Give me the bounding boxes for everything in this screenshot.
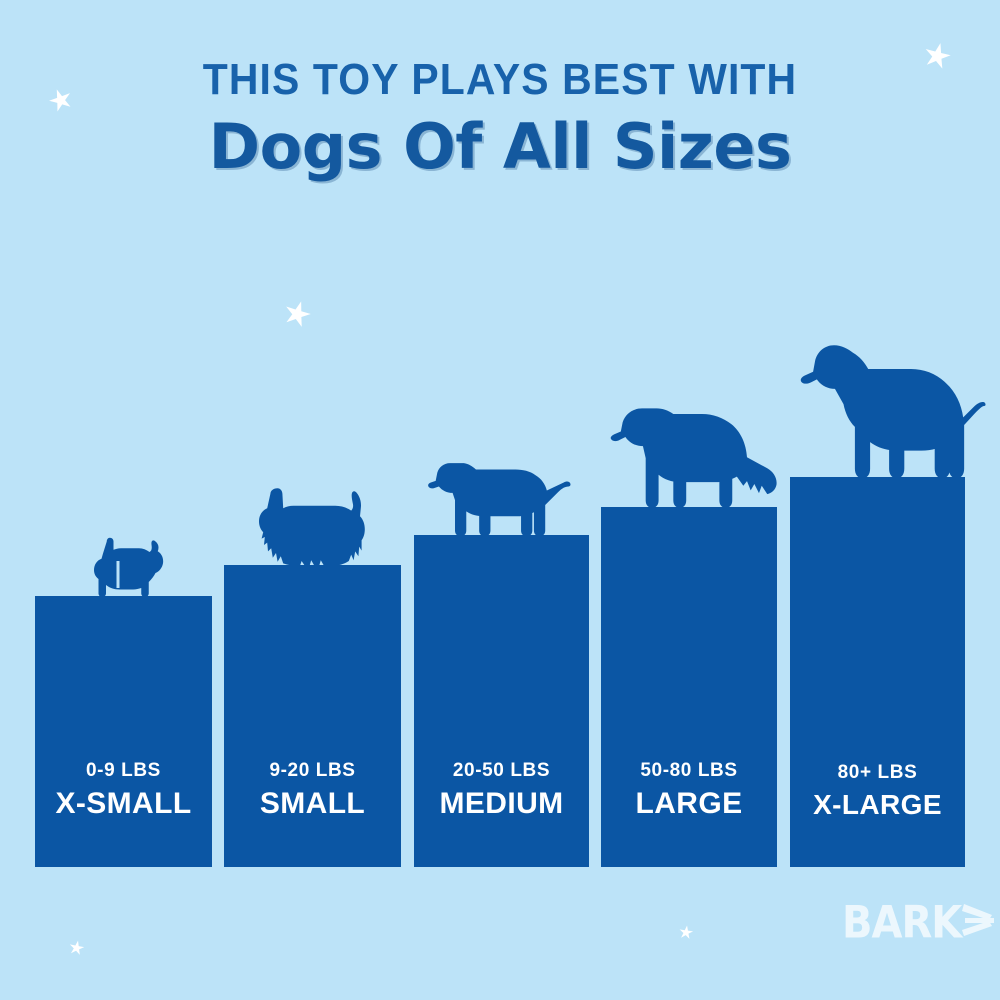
claw-scratch-mark-icon <box>962 900 996 945</box>
header-block: THIS TOY PLAYS BEST WITH Dogs Of All Siz… <box>0 0 1000 178</box>
bar-weight-label: 9-20 LBS <box>269 760 356 781</box>
decorative-star-icon <box>919 39 955 75</box>
bar-large: 50-80 LBS LARGE <box>601 507 777 867</box>
decorative-star-icon <box>677 924 695 942</box>
bar-small: 9-20 LBS SMALL <box>224 565 401 867</box>
decorative-star-icon <box>67 939 87 959</box>
bar-weight-label: 50-80 LBS <box>640 760 738 781</box>
chihuahua-silhouette-icon <box>85 531 175 603</box>
bar-x-large: 80+ LBS X-LARGE <box>790 477 965 867</box>
bark-logo: BARK <box>842 900 996 945</box>
bar-x-small: 0-9 LBS X-SMALL <box>35 596 212 867</box>
golden-retriever-silhouette-icon <box>607 390 782 519</box>
bar-weight-label: 80+ LBS <box>837 762 918 783</box>
bar-size-label: MEDIUM <box>439 787 564 820</box>
bark-logo-wordmark: BARK <box>842 896 962 949</box>
decorative-star-icon <box>44 84 77 117</box>
labrador-silhouette-icon <box>426 447 571 547</box>
kicker-text: THIS TOY PLAYS BEST WITH <box>202 55 798 104</box>
great-dane-silhouette-icon <box>796 330 986 492</box>
page-title: Dogs Of All Sizes <box>208 110 792 183</box>
terrier-silhouette-icon <box>252 481 372 577</box>
bar-weight-label: 20-50 LBS <box>452 760 551 781</box>
bar-size-label: X-SMALL <box>55 787 192 820</box>
bar-size-label: LARGE <box>635 787 743 820</box>
bar-medium: 20-50 LBS MEDIUM <box>414 535 589 867</box>
bar-size-label: X-LARGE <box>813 789 942 820</box>
decorative-star-icon <box>278 296 315 333</box>
bar-weight-label: 0-9 LBS <box>86 760 161 781</box>
bar-size-label: SMALL <box>259 787 366 820</box>
